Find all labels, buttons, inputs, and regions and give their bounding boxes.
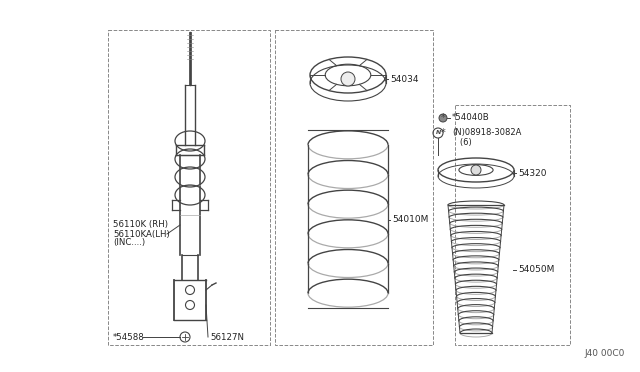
Text: (INC....): (INC....): [113, 238, 145, 247]
Text: (N)08918-3082A: (N)08918-3082A: [452, 128, 522, 138]
Text: 56127N: 56127N: [210, 333, 244, 341]
Circle shape: [341, 72, 355, 86]
Text: J40 00C0: J40 00C0: [584, 349, 625, 358]
Text: (6): (6): [452, 138, 472, 148]
Text: *54040B: *54040B: [452, 113, 490, 122]
Text: N: N: [435, 131, 440, 135]
Text: 56110KA(LH): 56110KA(LH): [113, 230, 170, 238]
Text: 54050M: 54050M: [518, 266, 554, 275]
Circle shape: [471, 165, 481, 175]
Text: 54034: 54034: [390, 74, 419, 83]
Text: 54320: 54320: [518, 169, 547, 177]
Text: *: *: [440, 113, 445, 123]
Text: *54588: *54588: [113, 333, 145, 341]
Text: 56110K (RH): 56110K (RH): [113, 221, 168, 230]
Text: *: *: [440, 128, 445, 138]
Text: 54010M: 54010M: [392, 215, 428, 224]
Circle shape: [439, 114, 447, 122]
